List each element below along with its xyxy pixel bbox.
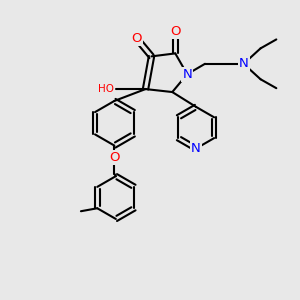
Text: N: N	[191, 142, 201, 155]
Text: O: O	[170, 25, 181, 38]
Text: N: N	[239, 57, 248, 70]
Text: HO: HO	[98, 84, 114, 94]
Text: O: O	[131, 32, 142, 45]
Text: O: O	[109, 151, 120, 164]
Text: N: N	[182, 68, 192, 81]
